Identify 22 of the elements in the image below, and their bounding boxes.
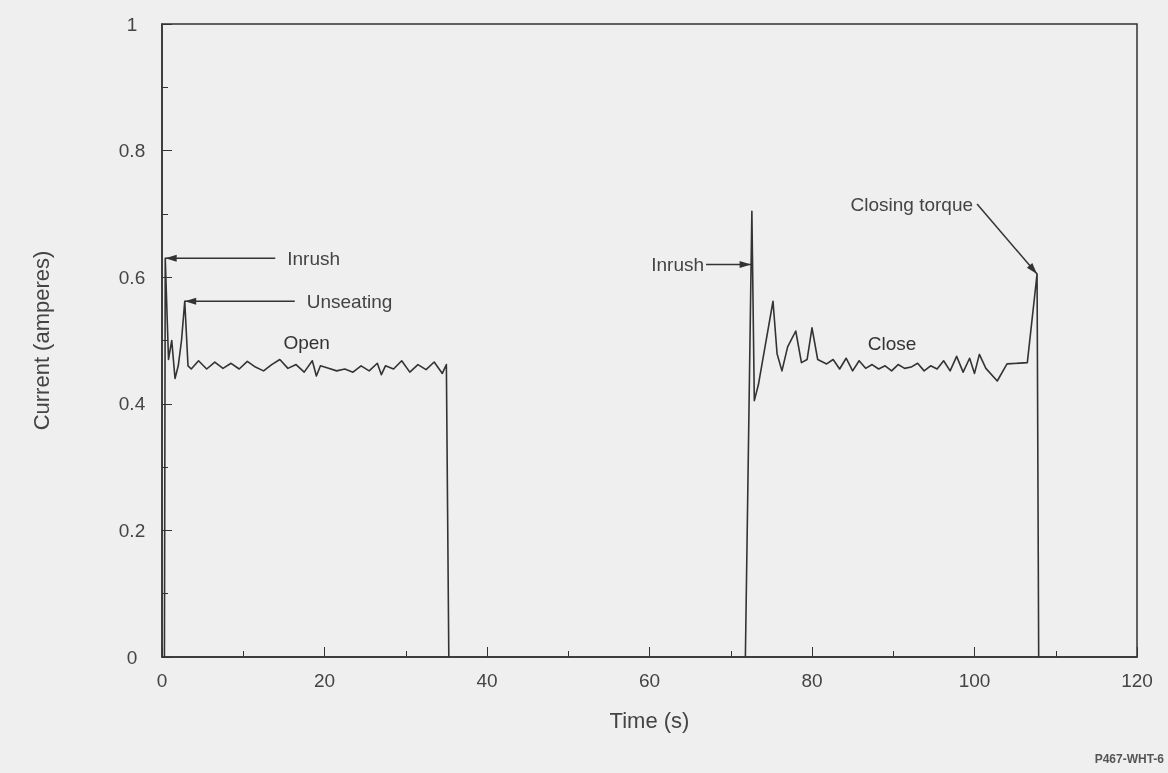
y-axis-title: Current (amperes): [28, 250, 54, 431]
x-tick-label: 60: [638, 670, 661, 691]
x-tick-label: 40: [476, 670, 498, 691]
annotation: Inrush: [287, 247, 341, 269]
y-tick-label: 1: [126, 13, 138, 35]
x-tick-label: 80: [801, 670, 823, 691]
x-tick-label: 100: [958, 670, 991, 691]
y-tick-label: 0.6: [118, 266, 146, 288]
annotation: Inrush: [651, 254, 705, 276]
y-tick-label: 0.4: [118, 393, 146, 415]
y-tick-label: 0: [126, 646, 138, 668]
text: P467-WHT-6: [1094, 752, 1165, 766]
x-axis-title: Time (s): [609, 707, 690, 733]
annotation: Closing torque: [850, 193, 974, 215]
annotation: Unseating: [306, 290, 393, 312]
series-label: Open: [283, 332, 330, 354]
series-label: Close: [867, 333, 917, 355]
y-tick-label: 0.2: [118, 519, 146, 541]
x-tick-label: 120: [1121, 670, 1153, 691]
x-tick-label: 20: [313, 670, 336, 691]
y-tick-label: 0.8: [118, 140, 146, 162]
x-tick-label: 0: [156, 670, 168, 691]
